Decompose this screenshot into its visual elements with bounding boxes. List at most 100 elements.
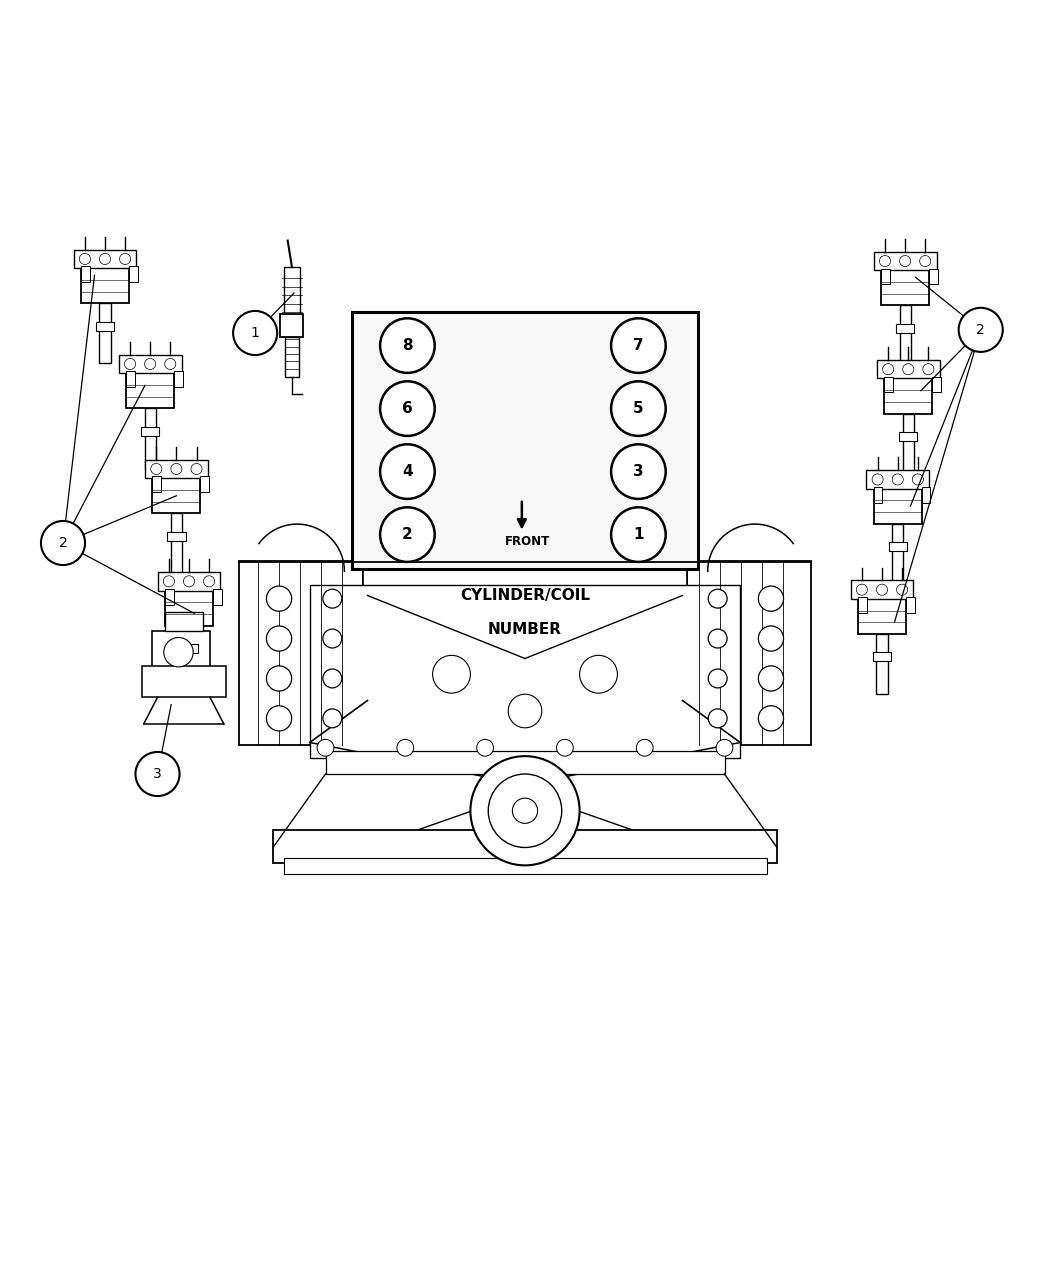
Bar xyxy=(929,269,938,284)
Bar xyxy=(884,376,892,393)
Text: 6: 6 xyxy=(402,402,413,416)
Bar xyxy=(858,599,906,634)
Circle shape xyxy=(120,254,130,264)
Circle shape xyxy=(708,709,727,728)
Bar xyxy=(273,830,777,863)
Bar xyxy=(687,561,811,745)
Circle shape xyxy=(758,706,783,731)
Text: NUMBER: NUMBER xyxy=(488,622,562,636)
Bar xyxy=(363,553,687,595)
Text: 2: 2 xyxy=(402,527,413,542)
Bar xyxy=(171,514,182,574)
Circle shape xyxy=(125,358,135,370)
Circle shape xyxy=(171,463,182,474)
Bar xyxy=(142,666,226,697)
Circle shape xyxy=(380,381,435,436)
Bar xyxy=(866,470,929,488)
Bar xyxy=(126,371,134,388)
Bar xyxy=(881,270,929,306)
Circle shape xyxy=(267,666,292,691)
Bar xyxy=(877,360,940,379)
Circle shape xyxy=(708,629,727,648)
Circle shape xyxy=(708,589,727,608)
Bar xyxy=(310,585,740,759)
Bar xyxy=(180,644,198,653)
Circle shape xyxy=(897,584,907,595)
Circle shape xyxy=(959,307,1003,352)
Circle shape xyxy=(611,319,666,372)
Text: 8: 8 xyxy=(402,338,413,353)
Circle shape xyxy=(135,752,180,796)
Circle shape xyxy=(892,474,903,484)
Circle shape xyxy=(758,626,783,652)
Circle shape xyxy=(900,255,910,266)
Circle shape xyxy=(41,521,85,565)
Bar xyxy=(145,408,155,468)
Bar xyxy=(850,580,913,599)
Circle shape xyxy=(920,255,930,266)
Circle shape xyxy=(611,381,666,436)
Circle shape xyxy=(433,655,470,694)
Bar xyxy=(152,477,161,492)
Text: 7: 7 xyxy=(633,338,644,353)
Bar xyxy=(126,374,174,408)
Circle shape xyxy=(912,474,923,484)
Bar xyxy=(158,572,220,590)
Text: CYLINDER/COIL: CYLINDER/COIL xyxy=(460,588,590,603)
Circle shape xyxy=(233,311,277,354)
Circle shape xyxy=(204,576,214,587)
Bar xyxy=(903,413,914,473)
Circle shape xyxy=(477,740,493,756)
Circle shape xyxy=(100,254,110,264)
Text: 1: 1 xyxy=(633,527,644,542)
Bar xyxy=(874,487,882,502)
Bar xyxy=(284,266,300,314)
Bar xyxy=(74,250,136,268)
Bar xyxy=(100,303,110,363)
Bar xyxy=(858,597,866,613)
Bar xyxy=(152,631,210,671)
Circle shape xyxy=(323,669,342,688)
Circle shape xyxy=(611,507,666,562)
Circle shape xyxy=(267,706,292,731)
Circle shape xyxy=(611,444,666,499)
Text: 3: 3 xyxy=(633,464,644,479)
Circle shape xyxy=(470,756,580,866)
Circle shape xyxy=(380,319,435,372)
Bar xyxy=(239,561,363,745)
Bar xyxy=(96,321,114,330)
Bar xyxy=(899,432,918,441)
Bar xyxy=(174,371,183,388)
Bar xyxy=(906,597,915,613)
Bar xyxy=(129,266,138,282)
Text: FRONT: FRONT xyxy=(504,536,550,548)
Bar xyxy=(167,532,186,541)
Bar xyxy=(165,589,173,604)
Circle shape xyxy=(317,740,334,756)
Bar xyxy=(873,653,891,662)
Bar xyxy=(932,376,941,393)
Circle shape xyxy=(758,586,783,611)
Circle shape xyxy=(380,444,435,499)
Circle shape xyxy=(323,629,342,648)
Bar xyxy=(280,314,303,337)
Circle shape xyxy=(184,576,194,587)
Circle shape xyxy=(488,774,562,848)
Bar xyxy=(892,524,903,584)
Text: 5: 5 xyxy=(633,402,644,416)
Bar xyxy=(165,590,213,626)
Circle shape xyxy=(877,584,887,595)
Bar xyxy=(874,252,937,270)
Circle shape xyxy=(758,666,783,691)
Circle shape xyxy=(716,740,733,756)
Bar xyxy=(881,269,889,284)
Bar xyxy=(119,354,182,374)
Circle shape xyxy=(873,474,883,484)
Bar xyxy=(884,379,932,413)
Circle shape xyxy=(880,255,890,266)
Circle shape xyxy=(164,576,174,587)
Text: 2: 2 xyxy=(976,323,985,337)
Bar xyxy=(326,751,724,774)
Text: 3: 3 xyxy=(153,768,162,782)
Bar xyxy=(874,488,922,524)
